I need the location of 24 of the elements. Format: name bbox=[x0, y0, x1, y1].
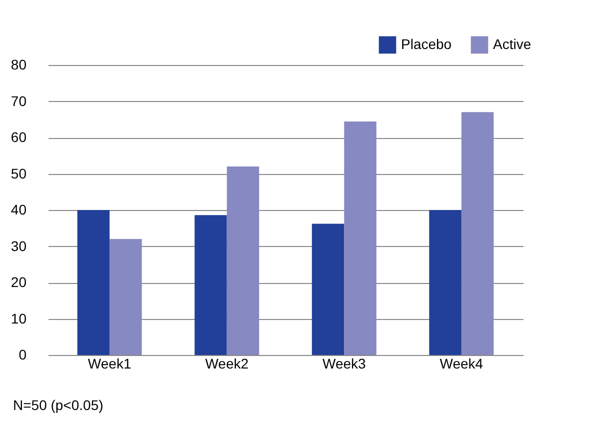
bar bbox=[110, 239, 142, 355]
y-tick-label: 40 bbox=[10, 202, 27, 218]
x-tick-label: Week4 bbox=[440, 356, 484, 372]
y-tick-label: 80 bbox=[10, 56, 27, 72]
y-tick-label: 20 bbox=[10, 274, 27, 290]
y-tick-label: 50 bbox=[10, 165, 27, 182]
y-tick-label: 70 bbox=[10, 92, 27, 109]
text: N=50 (p<0.05) bbox=[13, 397, 104, 413]
x-tick-label: Week2 bbox=[205, 356, 249, 372]
y-tick-label: 10 bbox=[10, 310, 27, 326]
legend-label: Active bbox=[493, 36, 532, 52]
bar bbox=[226, 166, 260, 355]
bar bbox=[77, 210, 110, 355]
bar bbox=[344, 122, 376, 355]
bar bbox=[461, 112, 494, 355]
bar bbox=[194, 215, 227, 355]
y-tick-label: 30 bbox=[10, 238, 27, 254]
x-tick-label: Week1 bbox=[88, 356, 132, 372]
y-tick-label: 0 bbox=[18, 346, 27, 362]
bar bbox=[312, 224, 344, 355]
x-tick-label: Week3 bbox=[322, 356, 366, 372]
y-tick-label: 60 bbox=[10, 129, 27, 145]
legend-label: Placebo bbox=[401, 36, 452, 52]
bar bbox=[429, 210, 462, 355]
